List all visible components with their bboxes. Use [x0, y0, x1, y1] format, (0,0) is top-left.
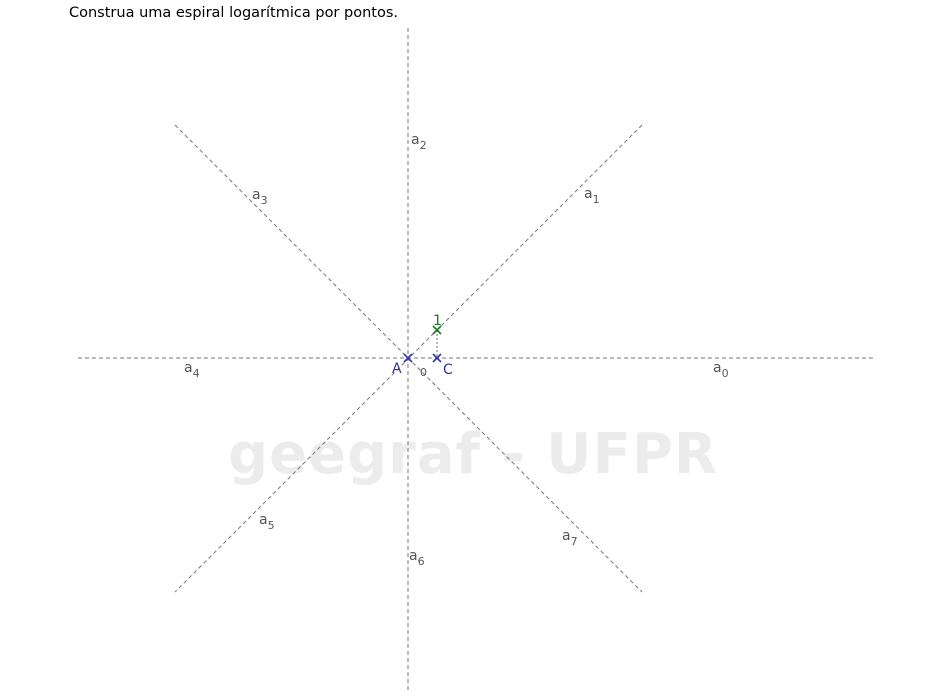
- ray-label-a1: a1: [584, 186, 600, 206]
- point-one-marker[interactable]: [432, 325, 442, 335]
- ray-label-a2: a2: [411, 132, 427, 152]
- point-zero-label: 0: [420, 366, 427, 379]
- point-a-label: A: [392, 361, 402, 377]
- point-a-marker[interactable]: [403, 353, 413, 363]
- page-title: Construa uma espiral logarítmica por pon…: [69, 5, 398, 21]
- ray-label-a6: a6: [409, 548, 425, 568]
- point-one-label: 1: [433, 313, 442, 329]
- ray-label-a3: a3: [252, 187, 268, 207]
- ray-label-a4: a4: [184, 360, 200, 380]
- ray-label-a0: a0: [713, 360, 729, 380]
- watermark-text: geegraf - UFPR: [228, 422, 718, 487]
- rays-group: [78, 28, 876, 690]
- point-c-marker[interactable]: [432, 353, 442, 363]
- point-c-label: C: [443, 362, 453, 378]
- ray-label-a5: a5: [259, 512, 275, 532]
- ray-label-a7: a7: [562, 528, 578, 548]
- ray-labels: a0 a1 a2 a3 a4 a5 a6 a7: [184, 132, 729, 568]
